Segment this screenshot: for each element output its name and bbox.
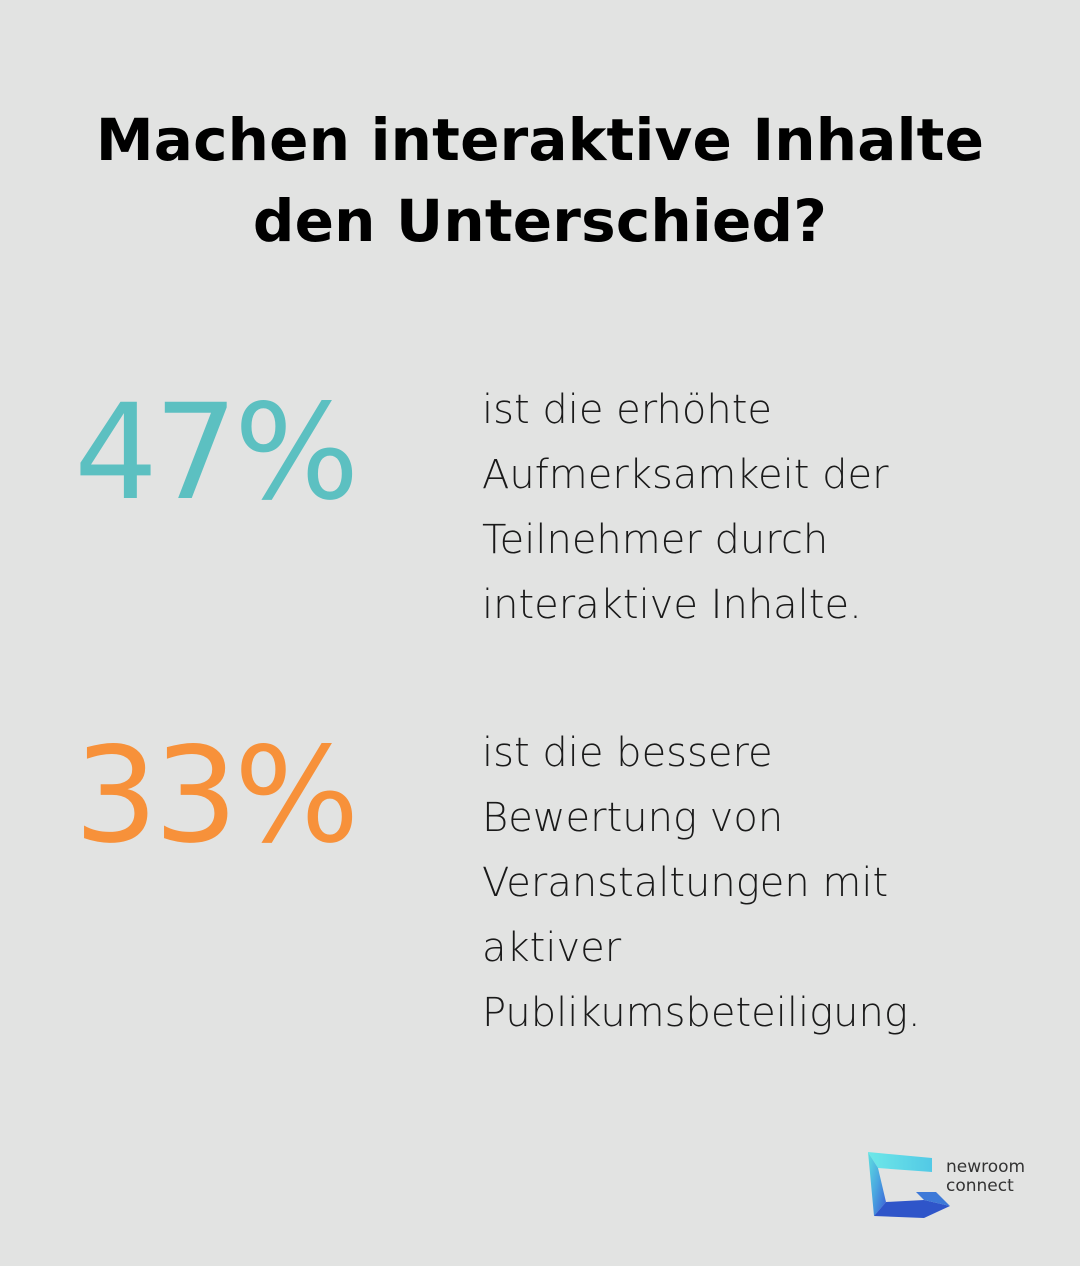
title-line-2: den Unterschied? [252, 187, 828, 255]
newroom-connect-logo-icon [868, 1152, 950, 1218]
logo-line-1: newroom [946, 1157, 1026, 1177]
logo-wordmark: newroom connect [946, 1158, 1025, 1196]
page-title: Machen interaktive Inhalte den Unterschi… [0, 100, 1080, 262]
stat-description-1: ist die erhöhte Aufmerksamkeit der Teiln… [482, 387, 889, 628]
title-line-1: Machen interaktive Inhalte [95, 106, 985, 174]
stat-description-2: ist die bessere Bewertung von Veranstalt… [482, 730, 921, 1036]
logo-line-2: connect [946, 1176, 1014, 1196]
brand-logo: newroom connect [866, 1150, 1046, 1222]
stat-value-2: 33% [74, 719, 359, 873]
stat-value-1: 47% [74, 376, 359, 530]
